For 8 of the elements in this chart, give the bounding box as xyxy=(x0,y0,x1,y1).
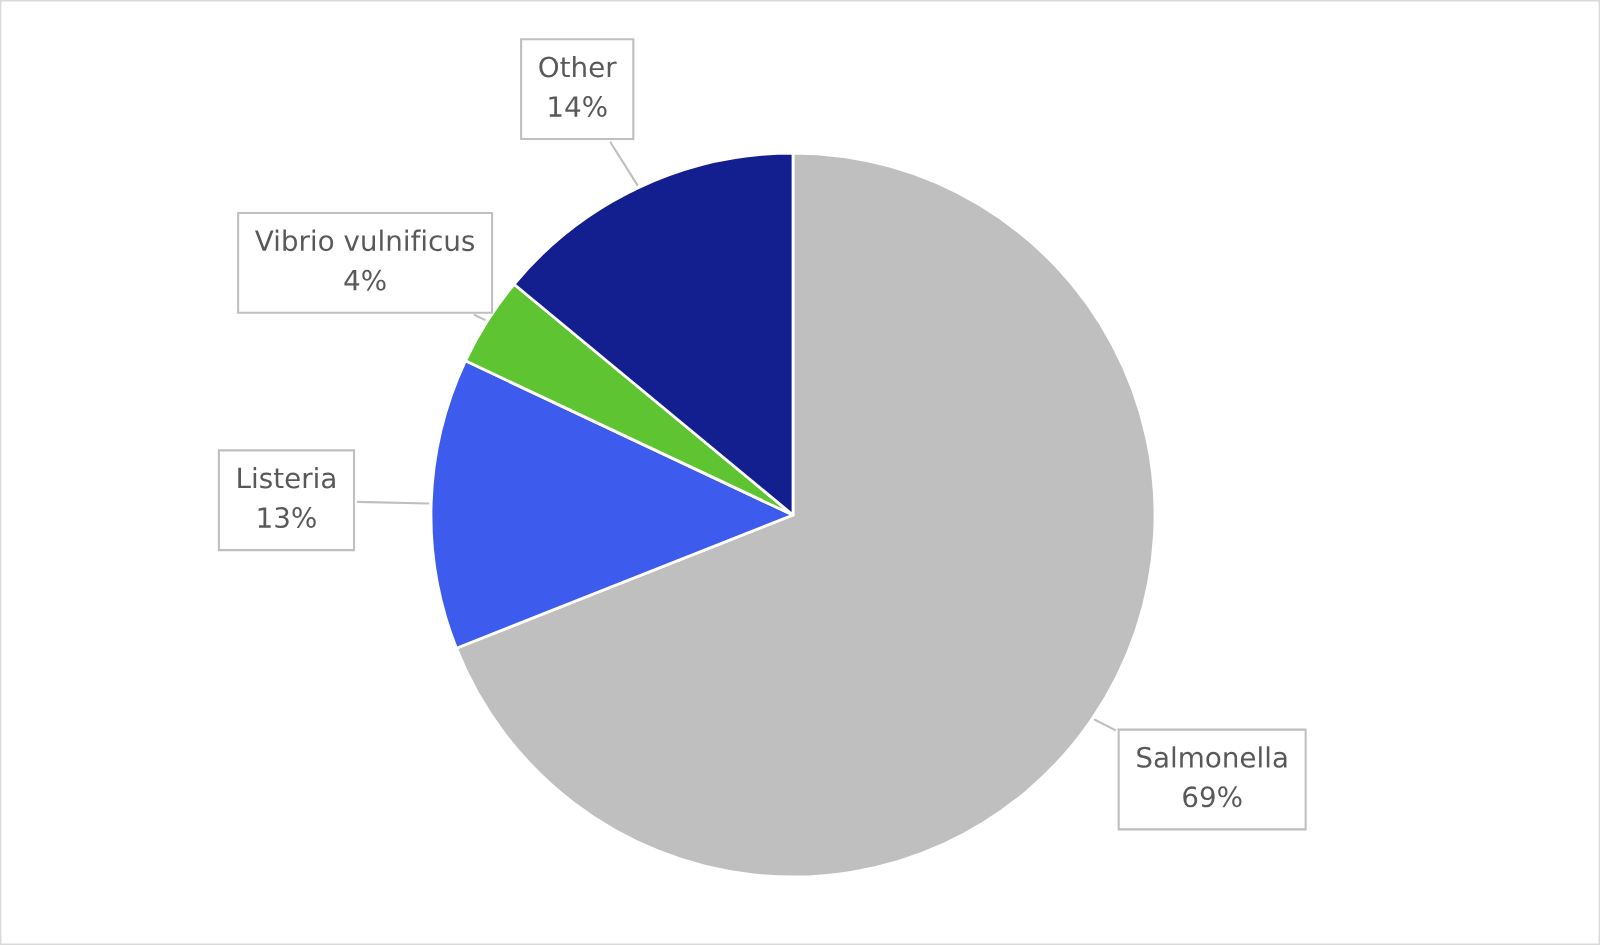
slice-label: Vibrio vulnificus xyxy=(255,229,475,252)
slice-label: Listeria xyxy=(238,467,335,489)
slice-label: Other xyxy=(539,55,617,78)
data-label: 14% xyxy=(549,96,607,118)
data-label: 69% xyxy=(1183,786,1242,808)
data-label: 4% xyxy=(344,269,386,291)
slice-label: Salmonella xyxy=(1137,746,1287,768)
data-label: 13% xyxy=(258,507,316,529)
